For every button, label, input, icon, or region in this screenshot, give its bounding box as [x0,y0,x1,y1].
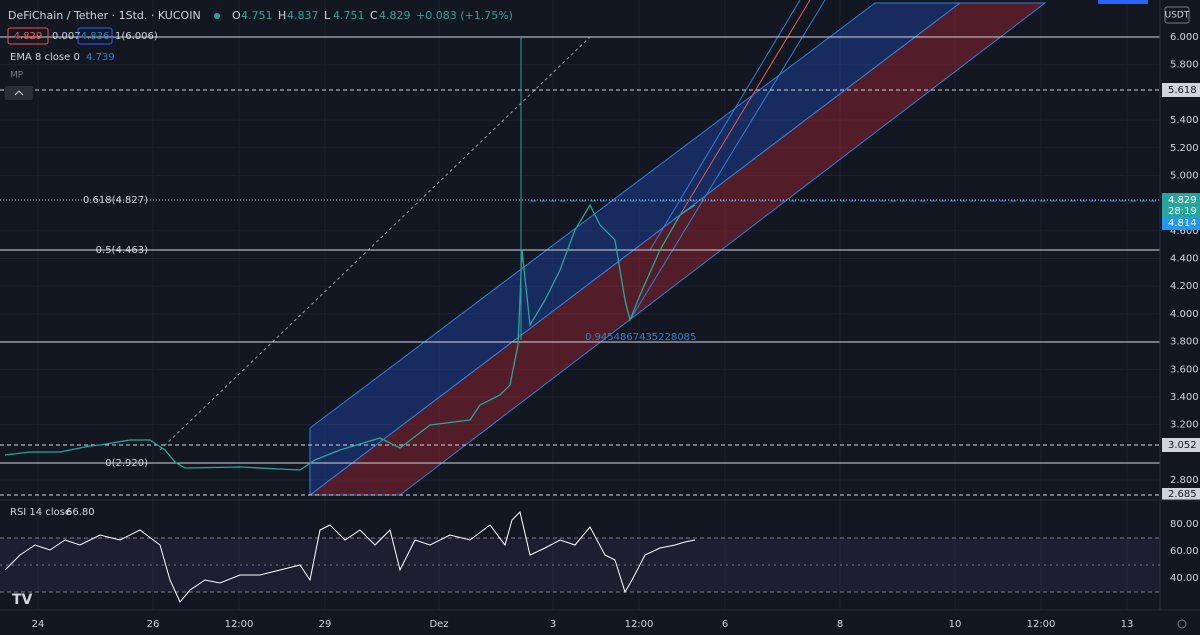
rsi-ticks: 80.00 60.00 40.00 [1170,519,1199,584]
time-tick: 24 [32,619,45,630]
ohlc-value: 4.751 [241,9,273,22]
symbol[interactable]: DeFiChain / Tether · 1Std. · KUCOIN [8,9,201,22]
change: +0.083 (+1.75%) [416,9,513,22]
fib-label: 0.618(4.827) [83,195,148,206]
price-tick: 3.400 [1170,392,1199,403]
price-tick: 3.600 [1170,364,1199,375]
badge [1162,193,1200,217]
trend-line [649,0,801,251]
rsi-tick: 80.00 [1170,519,1199,530]
price-tick: 2.800 [1170,475,1199,486]
badge [1162,83,1200,97]
status-dot [214,13,220,19]
price-tick: 5.200 [1170,143,1199,154]
time-tick: 3 [550,619,556,630]
rsi-value: 66.80 [66,507,95,518]
time-tick: 12:00 [225,619,254,630]
badge [1162,217,1200,230]
price-tick: 3.800 [1170,337,1199,348]
time-tick: 8 [837,619,843,630]
price-tick: 4.400 [1170,254,1199,265]
ema-value: 4.739 [86,52,115,63]
trend-line [629,0,826,321]
rsi-line [4,511,696,603]
chevron [14,90,24,96]
price-tick: 4.000 [1170,309,1199,320]
spread: 0.007 [52,31,81,42]
badge-text: 2.685 [1168,489,1197,500]
time-tick: 6 [722,619,728,630]
collapse-button[interactable] [5,86,33,100]
price-tick: 5.400 [1170,115,1199,126]
time-tick: 26 [147,619,160,630]
rsi-tick: 40.00 [1170,573,1199,584]
price-tick: 5.000 [1170,170,1199,181]
price-tick: 3.200 [1170,420,1199,431]
price-tick: 4.600 [1170,226,1199,237]
channel-annotation: 0.9454867435228085 [585,332,696,343]
time-tick: 10 [949,619,962,630]
time-tick: 29 [319,619,332,630]
price-tick: 5.800 [1170,60,1199,71]
time-tick: 13 [1121,619,1134,630]
ohlc: O 4.751 H 4.837 L 4.751 C 4.829 +0.083 (+1.75%) [232,9,513,22]
countdown: 28:19 [1168,206,1197,217]
ohlc-value: 4.829 [379,9,411,22]
price-tick: 6.000 [1170,32,1199,43]
time-tick: Dez [429,619,448,630]
badge-text: 4.814 [1168,218,1197,229]
badge [1162,438,1200,452]
settings-icon[interactable] [1177,619,1187,629]
ohlc-key: L [324,9,331,22]
ohlc-key: O [232,9,241,22]
sell-box[interactable] [7,27,49,45]
rsi-label: RSI 14 close [10,507,71,518]
trend-line [679,0,811,216]
badge-text: 5.618 [1168,85,1197,96]
time-tick: 12:00 [1027,619,1056,630]
badge [1162,488,1200,500]
badge-text: 3.052 [1168,440,1197,451]
time-ticks: 24 26 12:00 29 Dez 3 12:00 6 8 10 12:00 13 [32,619,1134,630]
ohlc-value: 4.751 [333,9,365,22]
ohlc-value: 4.837 [287,9,319,22]
sell-price: 4.829 [14,31,43,42]
toolbar-indicator [1098,0,1148,4]
ema-label: EMA 8 close 0 [10,52,80,63]
mp-label: MP [10,71,24,81]
currency-box[interactable] [1164,6,1190,24]
buy-price: 4.836 [81,31,110,42]
lower-channel [308,2,1047,496]
fib-label: 0(2.920) [105,458,148,469]
fib-label: 1(6.006) [115,31,158,42]
ohlc-key: H [278,9,286,22]
currency: USDT [1165,11,1190,21]
badge-text: 4.829 [1168,195,1197,206]
fib-label: 0.5(4.463) [96,245,148,256]
ohlc-key: C [370,9,378,22]
logo: 𝗧𝗩 [12,592,33,608]
buy-box[interactable] [77,27,113,45]
price-tick: 4.200 [1170,281,1199,292]
rsi-tick: 60.00 [1170,546,1199,557]
price-ticks: 6.000 5.800 5.400 5.200 5.000 4.600 4.400 4.200… [1170,32,1199,486]
price-line [4,203,696,471]
time-tick: 12:00 [625,619,654,630]
